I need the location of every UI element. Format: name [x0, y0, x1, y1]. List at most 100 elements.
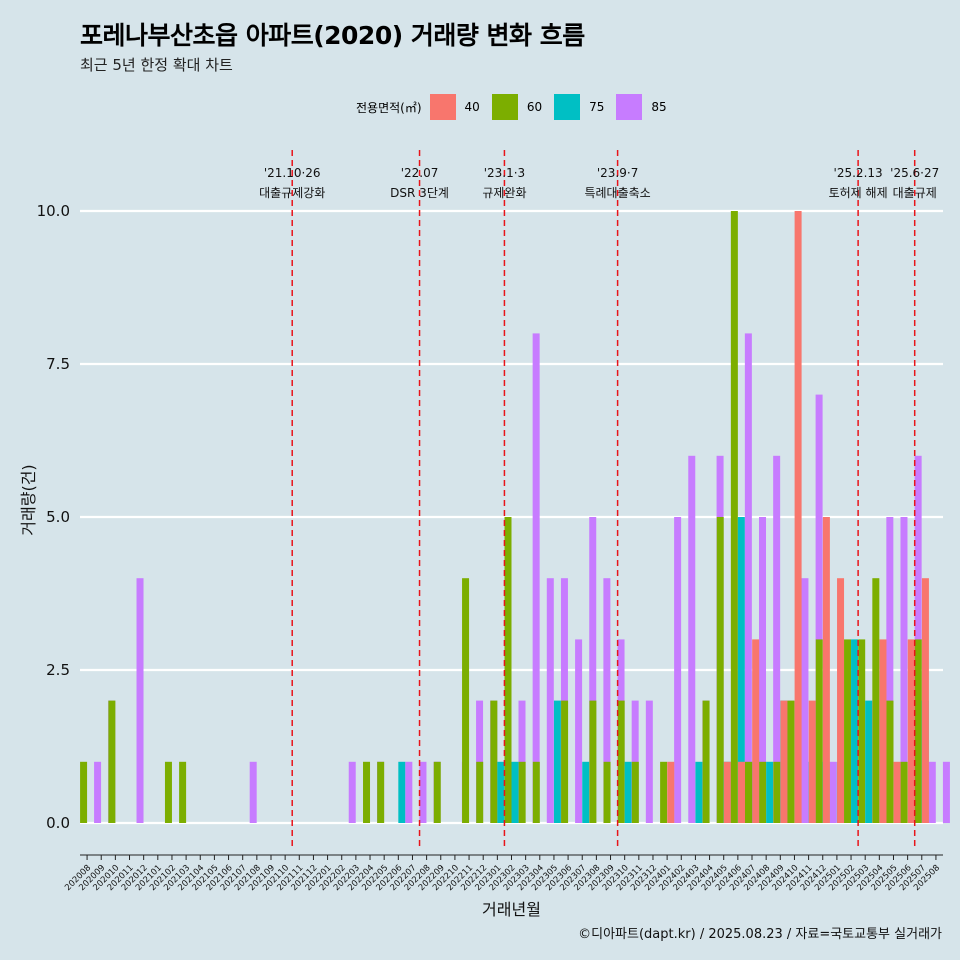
- bar-75-202302: [511, 761, 519, 823]
- bar-60-202303: [518, 761, 526, 823]
- bar-60-202404: [702, 700, 710, 823]
- bar-40-202505: [879, 639, 887, 823]
- event-label: 특례대출축소: [584, 186, 650, 200]
- bar-60-202409: [773, 761, 781, 823]
- event-date: '25.2.13: [834, 166, 883, 180]
- bar-85-202401: [674, 517, 682, 823]
- bar-75-202503: [865, 700, 873, 823]
- bar-85-202011: [136, 578, 144, 823]
- bar-60-202209: [433, 761, 441, 823]
- bar-75-202408: [766, 761, 774, 823]
- bar-60-202306: [561, 700, 569, 823]
- bar-85-202408: [773, 455, 781, 823]
- bar-60-202506: [900, 761, 908, 823]
- legend-item-60: 60: [491, 94, 543, 120]
- bar-40-202408: [752, 639, 760, 823]
- bar-75-202406: [737, 517, 745, 823]
- bar-75-202301: [497, 761, 505, 823]
- bar-60-202407: [745, 761, 753, 823]
- y-tick-label: 5.0: [46, 508, 70, 526]
- bar-40-202506: [893, 761, 901, 823]
- event-date: '22.07: [401, 166, 439, 180]
- bar-40-202411: [794, 211, 802, 823]
- y-tick-label: 7.5: [46, 355, 70, 373]
- bar-75-202310: [624, 761, 632, 823]
- legend-item-75: 75: [554, 94, 604, 120]
- bar-60-202008: [80, 761, 88, 823]
- bars: [80, 211, 950, 823]
- bar-85-202410: [801, 578, 809, 823]
- legend-key-75: [554, 94, 581, 120]
- bar-85-202402: [688, 455, 696, 823]
- annotations: '21.10·26 대출규제강화 '22.07 DSR 3단계 '23.1·3 규제완화 '…: [259, 150, 939, 846]
- bar-60-202401: [660, 761, 668, 823]
- bar-60-202204: [363, 761, 371, 823]
- event-date: '23.1·3: [484, 166, 525, 180]
- bar-75-202307: [582, 761, 590, 823]
- bar-40-202406: [723, 761, 731, 823]
- bar-60-202308: [589, 700, 597, 823]
- bar-75-202403: [695, 761, 703, 823]
- legend-label-60: 60: [526, 100, 543, 114]
- legend-item-85: 85: [616, 94, 667, 120]
- bar-75-202502: [851, 639, 859, 823]
- event-label: 대출규제: [893, 186, 937, 200]
- event-label: 규제완화: [482, 186, 526, 200]
- bar-75-202305: [553, 700, 561, 823]
- bar-60-202408: [759, 761, 767, 823]
- legend-key-85: [616, 94, 643, 120]
- bar-60-202010: [108, 700, 116, 823]
- bar-85-202507: [928, 761, 936, 823]
- legend-label-40: 40: [464, 100, 480, 114]
- y-tick-label: 10.0: [37, 202, 70, 220]
- event-label: DSR 3단계: [390, 186, 449, 200]
- bar-60-202311: [631, 761, 639, 823]
- bar-85-202307: [589, 517, 597, 823]
- bar-40-202412: [808, 700, 816, 823]
- bar-85-202508: [942, 761, 950, 823]
- bar-75-202206: [398, 761, 406, 823]
- bar-85-202407: [759, 517, 767, 823]
- bar-40-202502: [837, 578, 845, 823]
- bar-85-202411: [815, 394, 823, 823]
- bar-60-202410: [787, 700, 795, 823]
- bar-40-202410: [780, 700, 788, 823]
- bar-60-202505: [886, 700, 894, 823]
- bar-40-202402: [667, 761, 675, 823]
- bar-60-202310: [617, 700, 625, 823]
- legend-item-40: 40: [429, 94, 480, 120]
- event-label: 대출규제강화: [259, 186, 325, 200]
- bar-85-202206: [405, 761, 413, 823]
- event-date: '25.6·27: [890, 166, 939, 180]
- event-label: 토허제 해제: [829, 186, 888, 200]
- bar-40-202508: [921, 578, 929, 823]
- bar-60-202102: [164, 761, 172, 823]
- bar-60-202502: [844, 639, 852, 823]
- bar-85-202504: [886, 517, 894, 823]
- bar-60-202103: [179, 761, 187, 823]
- bar-85-202406: [744, 333, 752, 823]
- bar-85-202505: [900, 517, 908, 823]
- bar-40-202501: [822, 517, 830, 823]
- event-date: '21.10·26: [264, 166, 321, 180]
- bar-60-202205: [377, 761, 385, 823]
- bar-85-202308: [603, 578, 611, 823]
- bar-40-202507: [907, 639, 915, 823]
- legend-label-75: 75: [589, 100, 605, 114]
- bar-85-202107: [249, 761, 257, 823]
- bar-60-202302: [504, 517, 512, 823]
- bar-85-202207: [419, 761, 427, 823]
- legend: 전용면적(㎡) 40 60 75 85: [356, 92, 679, 122]
- bar-60-202507: [914, 639, 922, 823]
- chart-title: 포레나부산초읍 아파트(2020) 거래량 변화 흐름: [80, 21, 585, 50]
- x-axis-title: 거래년월: [482, 900, 541, 919]
- axes: 0.02.55.07.510.0202008202009202010202011…: [19, 202, 943, 919]
- event-date: '23.9·7: [597, 166, 638, 180]
- bar-60-202212: [476, 761, 484, 823]
- bar-60-202309: [603, 761, 611, 823]
- bar-85-202008: [94, 761, 102, 823]
- bar-40-202407: [738, 761, 746, 823]
- bar-60-202503: [858, 639, 866, 823]
